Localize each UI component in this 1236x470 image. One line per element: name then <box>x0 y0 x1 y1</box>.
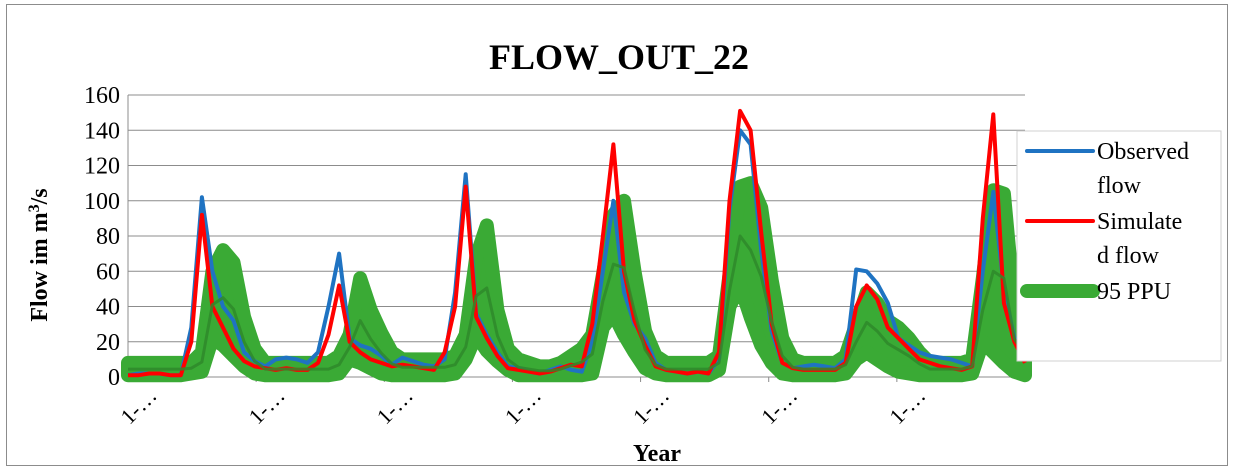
y-axis-label-main: Flow im m <box>27 212 53 321</box>
x-axis-label: Year <box>633 441 681 467</box>
y-tick-label: 40 <box>96 295 120 321</box>
simulated-legend-label: Simulate <box>1097 209 1182 235</box>
chart-title: FLOW_OUT_22 <box>489 37 749 77</box>
ppu-center-line <box>128 234 1027 373</box>
y-axis-label-unit: /s <box>27 188 53 205</box>
observed-legend-label: Observed <box>1097 139 1189 165</box>
x-axis-ticks: 1-… 1-… 1-… 1-… 1-… 1-… 1-… <box>115 377 930 429</box>
y-axis-label: Flow im m3/s <box>26 188 53 321</box>
x-tick-label: 1-… <box>500 383 546 429</box>
ppu-legend-label: 95 PPU <box>1097 279 1171 305</box>
y-tick-label: 0 <box>108 365 120 391</box>
legend: Observed flow Simulate d flow 95 PPU <box>1016 130 1222 362</box>
observed-flow-line <box>127 128 1027 378</box>
x-tick-label: 1-… <box>115 383 161 429</box>
x-tick-label: 1-… <box>628 383 674 429</box>
y-tick-label: 140 <box>84 118 120 144</box>
y-tick-label: 100 <box>84 189 120 215</box>
y-axis-ticks: 0 20 40 60 80 100 120 140 160 <box>84 83 120 391</box>
x-tick-label: 1-… <box>372 383 418 429</box>
x-tick-label: 1-… <box>884 383 930 429</box>
plot-area <box>121 108 1032 383</box>
x-tick-label: 1-… <box>243 383 289 429</box>
legend-box <box>1016 130 1222 362</box>
x-tick-label: 1-… <box>756 383 802 429</box>
observed-legend-label: flow <box>1097 173 1142 199</box>
ppu-band <box>121 176 1032 383</box>
y-axis-label-superscript: 3 <box>26 204 43 212</box>
y-tick-label: 120 <box>84 154 120 180</box>
y-tick-label: 80 <box>96 224 120 250</box>
y-tick-label: 60 <box>96 259 120 285</box>
y-tick-label: 160 <box>84 83 120 109</box>
chart-frame: FLOW_OUT_22 0 20 40 60 80 100 120 140 160 1-… 1-…… <box>6 4 1228 467</box>
simulated-legend-label: d flow <box>1097 243 1160 269</box>
y-tick-label: 20 <box>96 330 120 356</box>
